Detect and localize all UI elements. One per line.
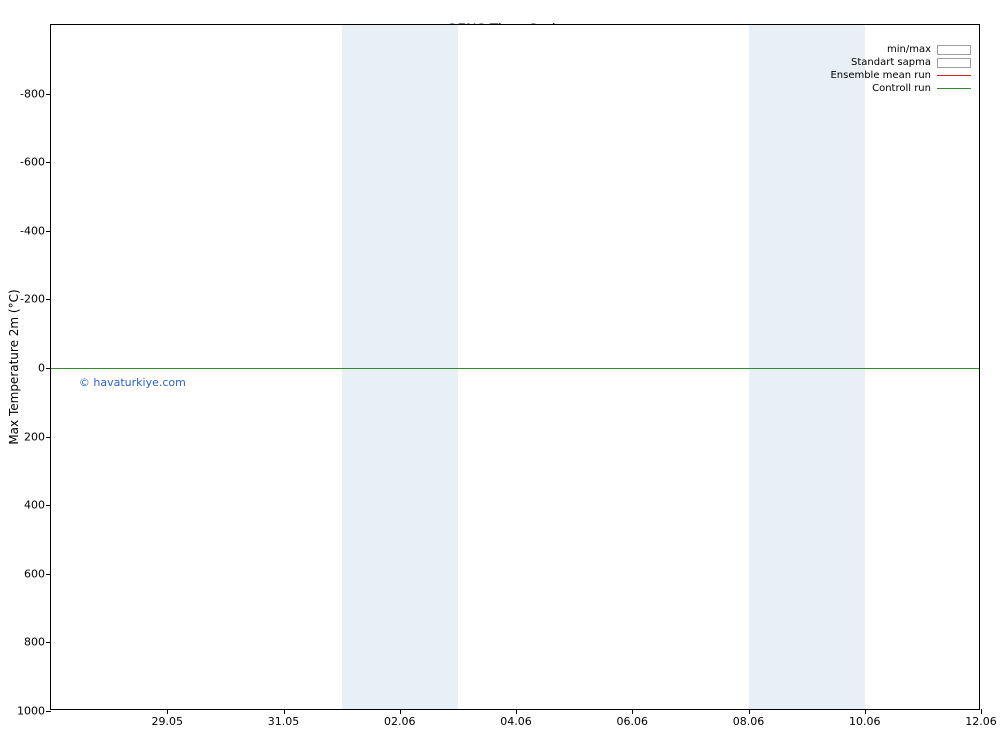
x-tick-label: 08.06 bbox=[733, 709, 765, 728]
legend-label: Ensemble mean run bbox=[830, 69, 931, 82]
x-tick-label: 12.06 bbox=[965, 709, 997, 728]
plot-area: -800-600-400-2000200400600800100029.0531… bbox=[50, 24, 980, 710]
legend-swatch bbox=[937, 45, 971, 55]
x-tick-label: 02.06 bbox=[384, 709, 416, 728]
y-tick-label: 0 bbox=[38, 362, 51, 375]
shaded-band bbox=[749, 25, 865, 709]
legend-line bbox=[937, 88, 971, 89]
legend-swatch bbox=[937, 58, 971, 68]
y-tick-label: 200 bbox=[24, 430, 51, 443]
watermark: © havaturkiye.com bbox=[79, 376, 186, 389]
legend-item: Controll run bbox=[830, 82, 971, 95]
zero-line bbox=[51, 368, 979, 369]
y-tick-label: 600 bbox=[24, 567, 51, 580]
shaded-band bbox=[342, 25, 458, 709]
x-tick-label: 31.05 bbox=[268, 709, 300, 728]
legend: min/maxStandart sapmaEnsemble mean runCo… bbox=[830, 43, 971, 95]
x-tick-label: 04.06 bbox=[500, 709, 532, 728]
legend-label: min/max bbox=[887, 43, 931, 56]
x-tick-label: 06.06 bbox=[617, 709, 649, 728]
legend-item: Standart sapma bbox=[830, 56, 971, 69]
y-tick-label: -800 bbox=[20, 87, 51, 100]
y-tick-label: -400 bbox=[20, 224, 51, 237]
y-tick-label: -600 bbox=[20, 156, 51, 169]
legend-label: Controll run bbox=[872, 82, 931, 95]
chart-root: GENS Time Series Dublin Havalimanı Pzt. … bbox=[0, 0, 1000, 733]
legend-item: min/max bbox=[830, 43, 971, 56]
x-tick-label: 10.06 bbox=[849, 709, 881, 728]
y-tick-label: 800 bbox=[24, 636, 51, 649]
y-tick-label: 400 bbox=[24, 499, 51, 512]
legend-label: Standart sapma bbox=[851, 56, 931, 69]
x-tick-label: 29.05 bbox=[152, 709, 184, 728]
legend-item: Ensemble mean run bbox=[830, 69, 971, 82]
y-tick-label: -200 bbox=[20, 293, 51, 306]
y-tick-label: 1000 bbox=[17, 705, 51, 718]
legend-line bbox=[937, 75, 971, 76]
y-axis-label: Max Temperature 2m (°C) bbox=[7, 289, 21, 444]
